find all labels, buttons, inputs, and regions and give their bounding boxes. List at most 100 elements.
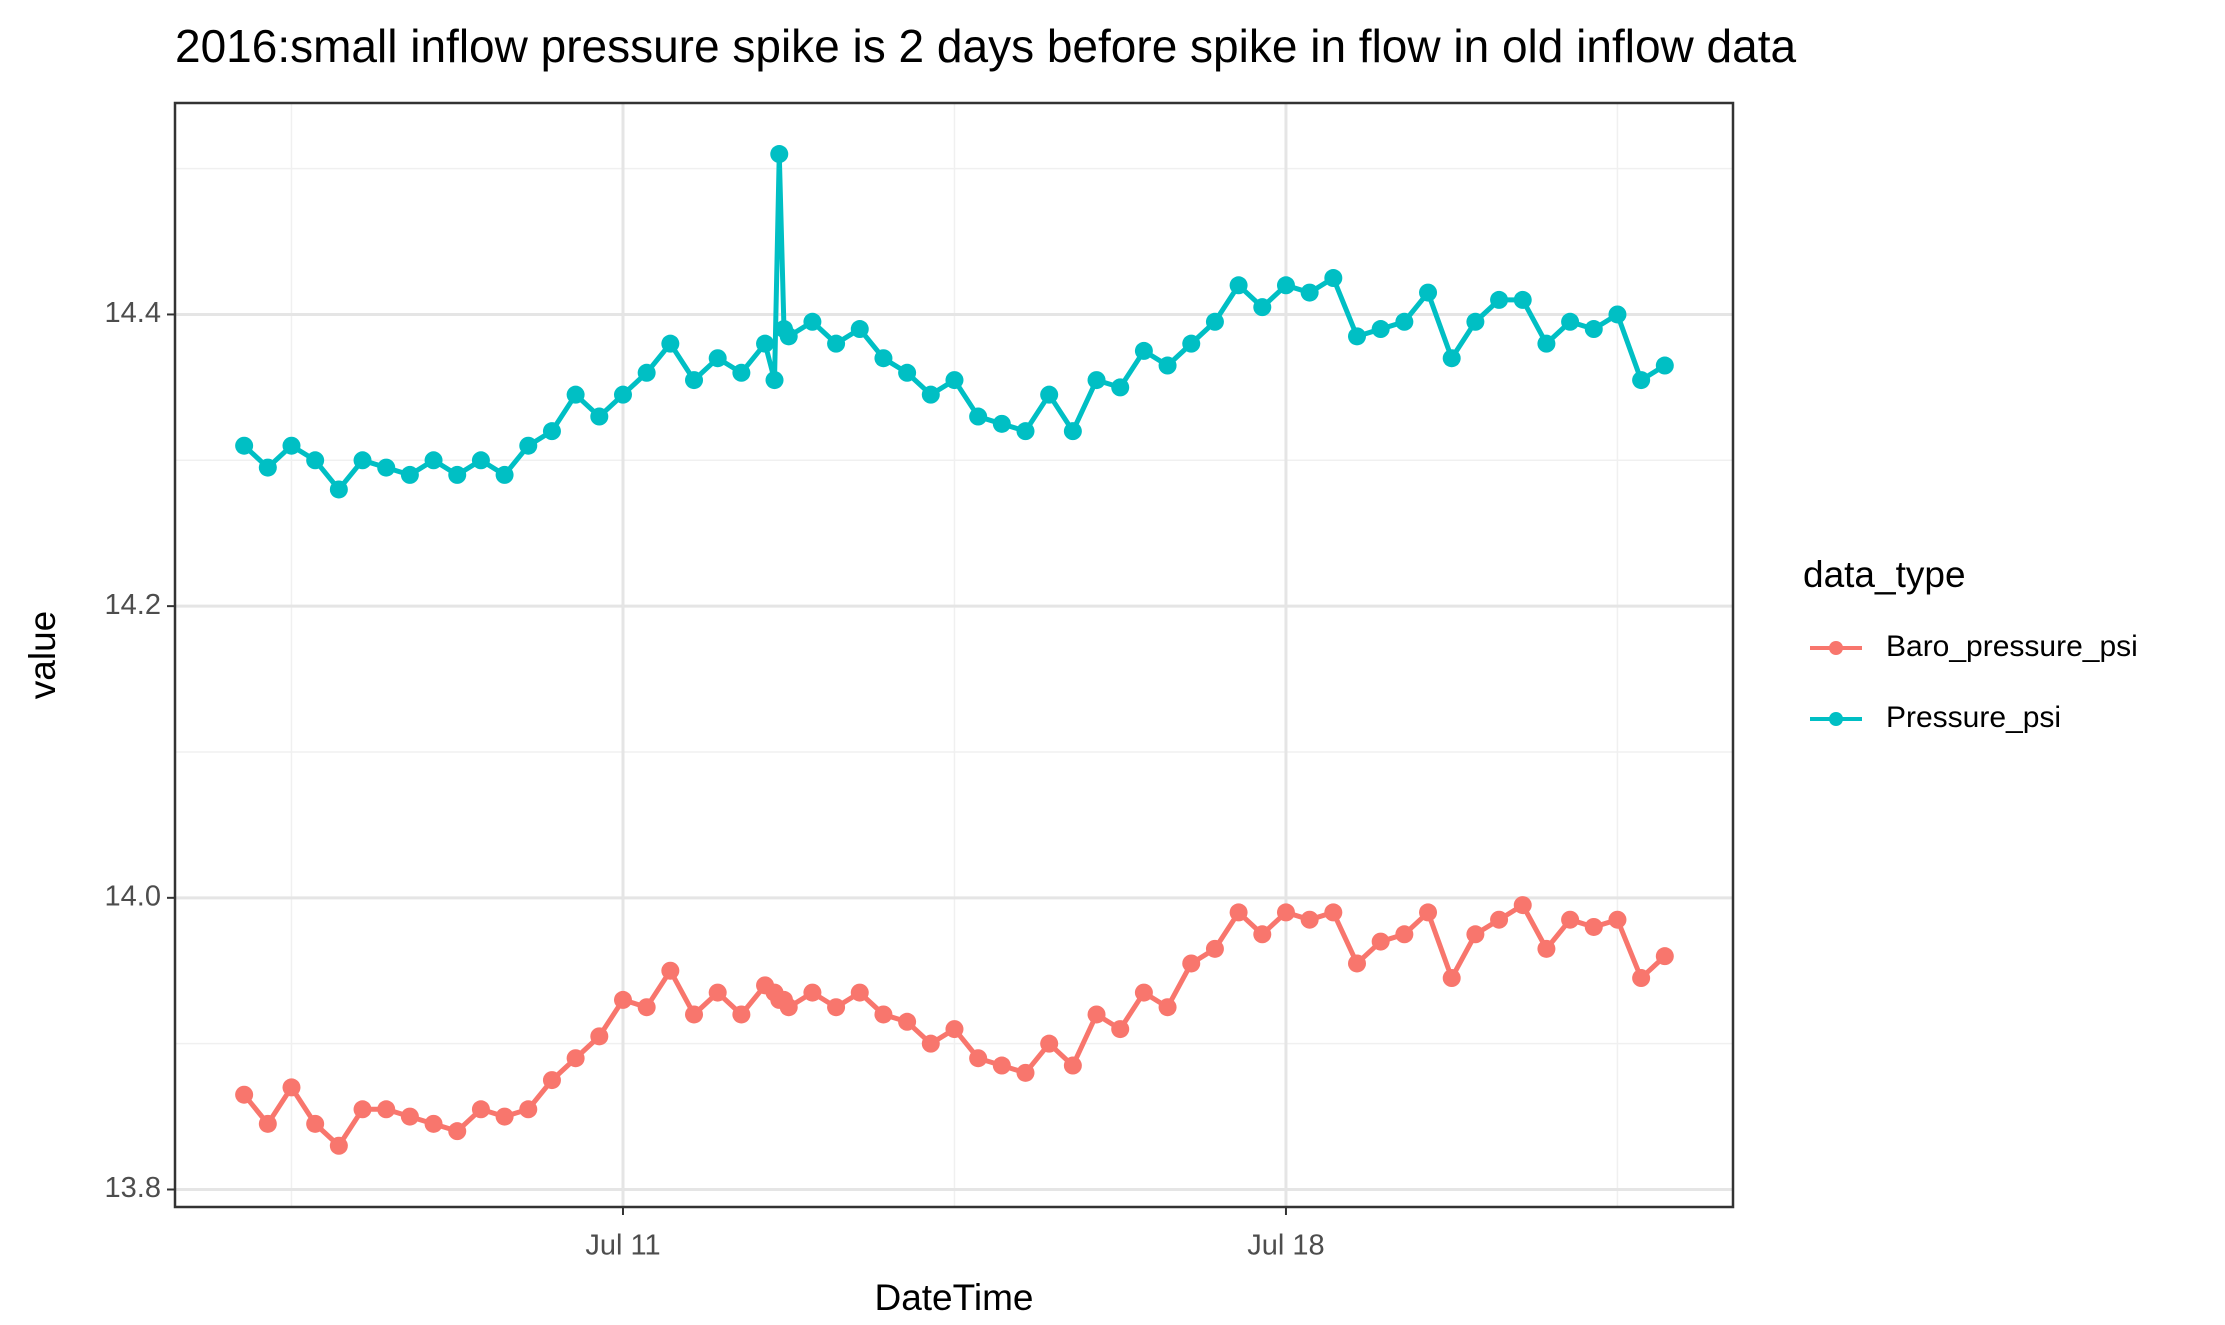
data-point bbox=[1584, 917, 1603, 936]
data-point bbox=[803, 312, 822, 331]
data-point bbox=[1182, 334, 1201, 353]
data-point bbox=[1016, 1063, 1035, 1082]
data-point bbox=[1276, 903, 1295, 922]
data-point bbox=[329, 1136, 348, 1155]
data-point bbox=[400, 1107, 419, 1126]
y-tick-label: 14.2 bbox=[105, 589, 161, 621]
data-point bbox=[1537, 939, 1556, 958]
data-point bbox=[969, 407, 988, 426]
data-point bbox=[471, 451, 490, 470]
data-point bbox=[235, 1085, 254, 1104]
data-point bbox=[1537, 334, 1556, 353]
data-point bbox=[708, 349, 727, 368]
data-point bbox=[992, 1056, 1011, 1075]
data-point bbox=[1253, 925, 1272, 944]
data-point bbox=[732, 1005, 751, 1024]
data-point bbox=[992, 414, 1011, 433]
data-point bbox=[495, 465, 514, 484]
data-point bbox=[613, 990, 632, 1009]
data-point bbox=[637, 998, 656, 1017]
data-point bbox=[1324, 269, 1343, 288]
data-point bbox=[1229, 276, 1248, 295]
data-point bbox=[945, 1020, 964, 1039]
data-point bbox=[969, 1049, 988, 1068]
data-point bbox=[1513, 290, 1532, 309]
data-point bbox=[590, 407, 609, 426]
data-point bbox=[850, 983, 869, 1002]
data-point bbox=[779, 327, 798, 346]
data-point bbox=[1371, 320, 1390, 339]
x-axis-label: DateTime bbox=[874, 1277, 1033, 1318]
data-point bbox=[1229, 903, 1248, 922]
data-point bbox=[1134, 983, 1153, 1002]
data-point bbox=[1561, 910, 1580, 929]
y-tick-label: 13.8 bbox=[105, 1172, 161, 1204]
data-point bbox=[329, 480, 348, 499]
data-point bbox=[471, 1100, 490, 1119]
data-point bbox=[424, 1114, 443, 1133]
data-point bbox=[613, 385, 632, 404]
data-point bbox=[1300, 283, 1319, 302]
data-point bbox=[448, 465, 467, 484]
data-point bbox=[258, 458, 277, 477]
data-point bbox=[803, 983, 822, 1002]
data-point bbox=[424, 451, 443, 470]
data-point bbox=[1063, 422, 1082, 441]
data-point bbox=[1063, 1056, 1082, 1075]
data-point bbox=[590, 1027, 609, 1046]
series-line bbox=[242, 902, 1667, 1149]
data-point bbox=[945, 371, 964, 390]
data-point bbox=[519, 436, 538, 455]
data-point bbox=[1347, 954, 1366, 973]
data-point bbox=[1087, 1005, 1106, 1024]
legend-key-point bbox=[1829, 712, 1843, 726]
data-point bbox=[1276, 276, 1295, 295]
data-point bbox=[1442, 349, 1461, 368]
data-point bbox=[519, 1100, 538, 1119]
data-point bbox=[1040, 385, 1059, 404]
data-point bbox=[685, 371, 704, 390]
data-point bbox=[282, 436, 301, 455]
data-point bbox=[1395, 312, 1414, 331]
data-point bbox=[1584, 320, 1603, 339]
data-point bbox=[685, 1005, 704, 1024]
data-point bbox=[542, 422, 561, 441]
data-point bbox=[377, 1100, 396, 1119]
data-point bbox=[1158, 998, 1177, 1017]
x-tick-label: Jul 18 bbox=[1247, 1230, 1324, 1262]
data-point bbox=[921, 385, 940, 404]
data-point bbox=[400, 465, 419, 484]
data-point bbox=[708, 983, 727, 1002]
data-point bbox=[235, 436, 254, 455]
data-point bbox=[898, 363, 917, 382]
data-point bbox=[353, 1100, 372, 1119]
data-point bbox=[827, 334, 846, 353]
x-tick-label: Jul 11 bbox=[585, 1230, 660, 1262]
data-point bbox=[1419, 283, 1438, 302]
data-point bbox=[1087, 371, 1106, 390]
legend-title: data_type bbox=[1803, 554, 1966, 595]
data-point bbox=[1395, 925, 1414, 944]
data-point bbox=[1016, 422, 1035, 441]
legend-key-point bbox=[1829, 641, 1843, 655]
data-point bbox=[874, 349, 893, 368]
data-point bbox=[1655, 947, 1674, 966]
data-point bbox=[306, 1114, 325, 1133]
data-point bbox=[1324, 903, 1343, 922]
data-point bbox=[1205, 939, 1224, 958]
data-point bbox=[1419, 903, 1438, 922]
data-point bbox=[732, 363, 751, 382]
data-point bbox=[1134, 341, 1153, 360]
data-point bbox=[1347, 327, 1366, 346]
data-point bbox=[448, 1122, 467, 1141]
y-axis-label: value bbox=[22, 611, 63, 699]
data-point bbox=[898, 1012, 917, 1031]
data-point bbox=[756, 334, 775, 353]
data-point bbox=[1111, 378, 1130, 397]
data-point bbox=[874, 1005, 893, 1024]
legend-label: Baro_pressure_psi bbox=[1886, 630, 2138, 663]
data-point bbox=[1655, 356, 1674, 375]
data-point bbox=[1490, 290, 1509, 309]
data-point bbox=[495, 1107, 514, 1126]
